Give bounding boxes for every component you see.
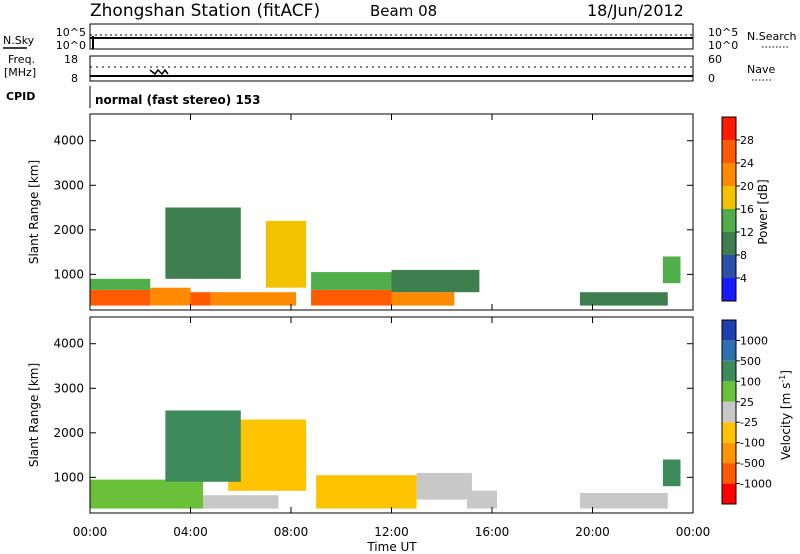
velocity-colorbar-tick: -1000 xyxy=(740,478,772,491)
noise-right-tick-bottom: 10^0 xyxy=(708,39,738,52)
velocity-colorbar-tick: 1000 xyxy=(740,334,768,347)
power-cell xyxy=(190,292,211,306)
velocity-colorbar-swatch xyxy=(722,401,736,423)
power-cell xyxy=(311,272,405,290)
noise-left-tick-bottom: 10^0 xyxy=(56,39,86,52)
power-colorbar-swatch xyxy=(722,278,736,301)
freq-left-tick-top: 18 xyxy=(64,53,78,66)
velocity-colorbar-swatch xyxy=(722,320,736,341)
time-axis: 00:00 04:00 08:00 12:00 16:00 20:00 00:00 xyxy=(73,114,711,539)
freq-left-tick-bottom: 8 xyxy=(71,72,78,85)
power-colorbar-swatch xyxy=(722,186,736,209)
power-colorbar-tick: 12 xyxy=(740,226,754,239)
cpid-panel: CPID normal (fast stereo) 153 xyxy=(6,86,261,108)
frequency-panel: Freq. [MHz] 18 8 60 0 Nave xyxy=(4,53,775,85)
velocity-cell xyxy=(165,410,241,482)
power-colorbar-tick: 16 xyxy=(740,203,754,216)
velocity-colorbar-tick: -500 xyxy=(740,457,765,470)
velocity-cell xyxy=(579,493,668,509)
nave-label: Nave xyxy=(747,63,775,76)
velocity-colorbar-tick: 500 xyxy=(740,355,761,368)
power-colorbar-swatch xyxy=(722,209,736,232)
power-colorbar-label: Power [dB] xyxy=(756,179,770,244)
cpid-label: CPID xyxy=(6,90,35,103)
velocity-colorbar-swatch xyxy=(722,422,736,443)
noise-left-tick-top: 10^5 xyxy=(56,26,86,39)
velocity-panel: 1000 2000 3000 4000 Slant Range [km] 1000 50… xyxy=(27,316,793,514)
power-colorbar-swatch xyxy=(722,140,736,163)
nave-right-tick-top: 60 xyxy=(708,53,722,66)
noise-search-label: N.Search xyxy=(747,30,797,43)
beam-title: Beam 08 xyxy=(370,2,437,20)
velocity-colorbar-tick: 25 xyxy=(740,396,754,409)
xtick-label: 16:00 xyxy=(475,525,510,539)
power-ytick-label: 3000 xyxy=(53,178,84,192)
power-cell xyxy=(265,220,307,288)
power-colorbar-tick: 8 xyxy=(740,249,747,262)
velocity-colorbar-swatch xyxy=(722,442,736,464)
velocity-colorbar-tick: -25 xyxy=(740,416,758,429)
power-cell xyxy=(579,292,668,306)
velocity-colorbar-swatch xyxy=(722,463,736,484)
velocity-colorbar-label: Velocity [m s-1] xyxy=(778,370,793,460)
noise-sky-label: N.Sky xyxy=(3,34,35,47)
power-cell xyxy=(165,207,241,279)
power-cell xyxy=(90,290,151,306)
velocity-cell xyxy=(466,490,497,509)
velocity-ylabel: Slant Range [km] xyxy=(27,363,41,467)
power-ytick-label: 4000 xyxy=(53,134,84,148)
power-colorbar-tick: 4 xyxy=(740,272,747,285)
nave-right-tick-bottom: 0 xyxy=(708,72,715,85)
velocity-cell xyxy=(416,472,472,500)
xtick-label: 12:00 xyxy=(374,525,409,539)
noise-right-tick-top: 10^5 xyxy=(708,26,738,39)
noise-panel: N.Sky 10^5 10^0 10^5 10^0 N.Search xyxy=(3,23,797,52)
velocity-cell xyxy=(662,459,681,487)
velocity-colorbar-swatch xyxy=(722,381,736,402)
power-colorbar-swatch xyxy=(722,117,736,140)
power-cell xyxy=(311,290,392,306)
power-colorbar-swatch xyxy=(722,163,736,186)
power-cell xyxy=(662,256,681,284)
power-colorbar-tick: 28 xyxy=(740,134,754,147)
freq-label-line1: Freq. xyxy=(8,53,35,66)
power-cell xyxy=(150,287,191,306)
velocity-ytick-label: 2000 xyxy=(53,426,84,440)
xtick-label: 00:00 xyxy=(73,525,108,539)
power-cell xyxy=(391,292,455,306)
velocity-colorbar-tick: -100 xyxy=(740,437,765,450)
power-colorbar-swatch xyxy=(722,232,736,255)
velocity-ytick-label: 4000 xyxy=(53,337,84,351)
power-colorbar-tick: 24 xyxy=(740,157,754,170)
velocity-cell xyxy=(316,475,417,509)
velocity-colorbar-swatch xyxy=(722,360,736,382)
velocity-colorbar-swatch xyxy=(722,483,736,504)
velocity-ytick-label: 3000 xyxy=(53,381,84,395)
velocity-cell xyxy=(90,479,204,509)
power-colorbar-tick: 20 xyxy=(740,180,754,193)
power-panel: 1000 2000 3000 4000 Slant Range [km] 4 8 12 16… xyxy=(27,113,770,311)
freq-label-line2: [MHz] xyxy=(4,66,36,79)
power-colorbar-swatch xyxy=(722,255,736,278)
xaxis-label: Time UT xyxy=(366,540,417,554)
power-ytick-label: 1000 xyxy=(53,267,84,281)
xtick-label: 04:00 xyxy=(173,525,208,539)
xtick-label: 08:00 xyxy=(274,525,309,539)
power-ylabel: Slant Range [km] xyxy=(27,160,41,264)
power-cell xyxy=(391,269,480,293)
power-cell xyxy=(210,292,296,306)
power-cell xyxy=(90,278,151,290)
velocity-cell xyxy=(228,419,307,491)
velocity-cell xyxy=(203,495,279,509)
velocity-colorbar-tick: 100 xyxy=(740,375,761,388)
velocity-colorbar-swatch xyxy=(722,340,736,361)
cpid-text: normal (fast stereo) 153 xyxy=(95,93,261,107)
power-ytick-label: 2000 xyxy=(53,223,84,237)
xtick-label: 20:00 xyxy=(575,525,610,539)
station-title: Zhongshan Station (fitACF) xyxy=(90,1,320,21)
velocity-ytick-label: 1000 xyxy=(53,470,84,484)
xtick-label: 00:00 xyxy=(676,525,711,539)
date-title: 18/Jun/2012 xyxy=(587,1,684,20)
